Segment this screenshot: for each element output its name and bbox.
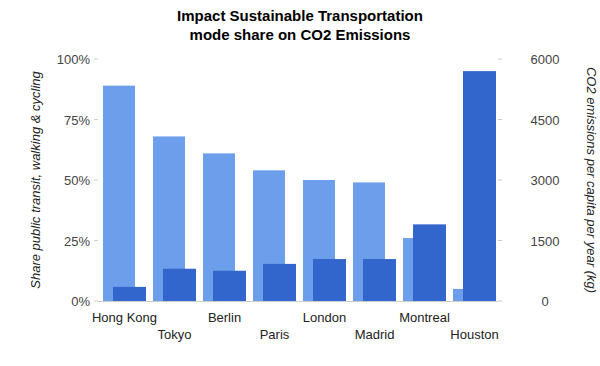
y-tick — [94, 301, 98, 302]
x-tick-label: Paris — [260, 327, 290, 342]
bar — [263, 264, 296, 301]
x-tick-label: Berlin — [208, 310, 241, 325]
y2-tick — [498, 301, 502, 302]
y-tick-label: 50% — [64, 173, 90, 188]
y-tick — [94, 59, 98, 60]
bar — [363, 259, 396, 301]
y-tick-label: 0% — [71, 294, 90, 309]
title: Impact Sustainable Transportationmode sh… — [177, 7, 423, 43]
bar — [463, 71, 496, 301]
y2-tick — [498, 240, 502, 241]
y-tick-label: 100% — [57, 52, 91, 67]
y2-tick-label: 3000 — [531, 173, 560, 188]
y2-tick — [498, 59, 502, 60]
y-tick-label: 25% — [64, 234, 90, 249]
chart: Impact Sustainable Transportationmode sh… — [0, 0, 600, 366]
background — [0, 0, 600, 366]
y2-tick — [498, 180, 502, 181]
x-tick-label: Houston — [450, 327, 498, 342]
x-tick-label: London — [303, 310, 346, 325]
y2-tick-label: 4500 — [531, 113, 560, 128]
y-tick-label: 75% — [64, 113, 90, 128]
y2-axis-label: CO2 emissions per capita per year (kg) — [584, 67, 599, 293]
x-tick-label: Montreal — [399, 310, 450, 325]
bar — [413, 224, 446, 301]
x-axis-line — [98, 301, 498, 302]
bar — [163, 269, 196, 301]
bars — [103, 71, 496, 301]
bar — [213, 271, 246, 301]
bar — [313, 259, 346, 301]
y-tick — [94, 240, 98, 241]
y-axis-label: Share public transit, walking & cycling — [28, 70, 43, 288]
x-tick-label: Tokyo — [158, 327, 192, 342]
y-tick — [94, 119, 98, 120]
y2-tick-label: 1500 — [531, 234, 560, 249]
bar — [113, 287, 146, 301]
y2-tick — [498, 119, 502, 120]
bar — [103, 86, 135, 301]
y-tick — [94, 180, 98, 181]
y2-tick-label: 0 — [541, 294, 548, 309]
y2-tick-label: 6000 — [531, 52, 560, 67]
x-tick-label: Madrid — [355, 327, 395, 342]
x-tick-label: Hong Kong — [92, 310, 157, 325]
